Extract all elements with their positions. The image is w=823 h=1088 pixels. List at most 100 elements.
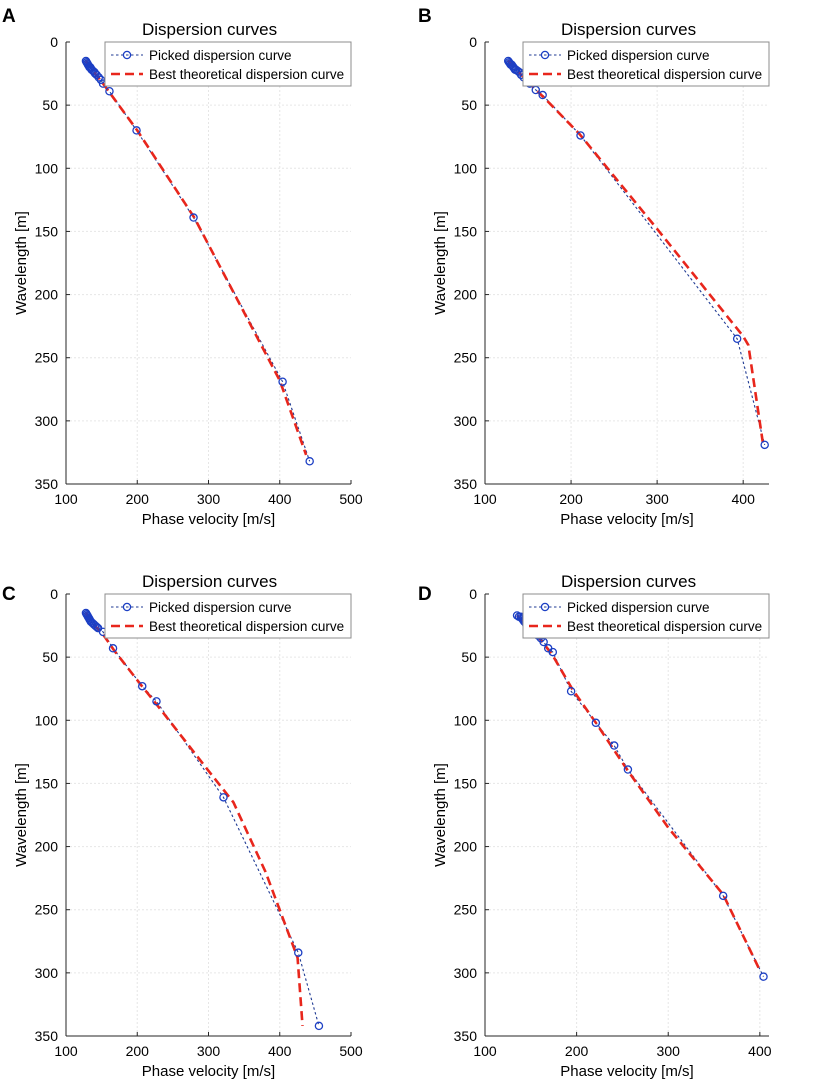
y-tick-label: 100 [35, 712, 59, 728]
picked-point [305, 457, 314, 466]
legend: Picked dispersion curve Best theoretical … [522, 41, 770, 87]
x-axis-label: Phase velocity [m/s] [142, 511, 275, 528]
picked-point [566, 686, 576, 696]
y-tick-label: 200 [454, 839, 478, 855]
picked-point [189, 213, 198, 222]
y-tick-label: 50 [461, 97, 477, 113]
legend-box [104, 593, 352, 639]
chart-title: Dispersion curves [142, 572, 277, 591]
x-tick-label: 500 [339, 491, 363, 507]
panel-letter: B [418, 6, 432, 27]
picked-point [548, 647, 558, 657]
x-axis-label: Phase velocity [m/s] [560, 1063, 693, 1080]
legend-picked-marker [540, 602, 550, 612]
legend-label-theoretical: Best theoretical dispersion curve [149, 619, 344, 634]
y-axis-label: Wavelength [m] [13, 763, 30, 867]
grid [66, 594, 351, 1036]
picked-point [105, 87, 114, 96]
legend-label-picked: Picked dispersion curve [149, 600, 292, 615]
y-tick-label: 0 [469, 586, 477, 602]
theoretical-dispersion-line [516, 614, 762, 971]
legend-label-theoretical: Best theoretical dispersion curve [149, 67, 344, 82]
legend-box [104, 41, 352, 87]
y-tick-label: 150 [35, 775, 59, 791]
grid [485, 594, 769, 1036]
x-tick-label: 100 [54, 491, 78, 507]
legend-picked-marker [540, 50, 550, 60]
legend: Picked dispersion curve Best theoretical … [522, 593, 770, 639]
legend-box [522, 593, 770, 639]
picked-point [92, 70, 101, 80]
y-tick-label: 250 [35, 350, 59, 366]
y-tick-label: 350 [454, 1028, 478, 1044]
x-tick-label: 200 [126, 491, 150, 507]
picked-point [759, 972, 768, 981]
x-tick-label: 400 [268, 1043, 292, 1059]
panel-letter: A [2, 6, 16, 27]
x-tick-label: 300 [197, 491, 221, 507]
y-axis-label: Wavelength [m] [432, 211, 449, 315]
y-tick-label: 200 [454, 287, 478, 303]
panel-letter: D [418, 584, 432, 605]
y-tick-label: 250 [454, 350, 478, 366]
picked-point [623, 765, 633, 774]
y-axis-label: Wavelength [m] [13, 211, 30, 315]
picked-points [81, 608, 324, 1031]
x-tick-label: 200 [126, 1043, 150, 1059]
x-tick-label: 100 [473, 1043, 497, 1059]
y-tick-label: 100 [454, 712, 478, 728]
y-tick-label: 350 [454, 476, 478, 492]
picked-dispersion-line [85, 60, 311, 462]
theoretical-dispersion-line [84, 60, 308, 456]
y-tick-label: 50 [42, 97, 58, 113]
picked-point [576, 131, 585, 140]
picked-point [732, 334, 742, 344]
x-axis-label: Phase velocity [m/s] [560, 511, 693, 528]
picked-dispersion-line [507, 60, 766, 445]
picked-point [137, 681, 147, 691]
legend-label-picked: Picked dispersion curve [149, 48, 292, 63]
theoretical-dispersion-line [507, 60, 765, 444]
x-tick-label: 200 [565, 1043, 589, 1059]
x-tick-label: 300 [645, 491, 669, 507]
panel-letter: C [2, 584, 16, 605]
theoretical-dispersion-line [84, 612, 304, 1026]
picked-point [108, 644, 118, 653]
x-tick-label: 100 [54, 1043, 78, 1059]
picked-point [538, 90, 547, 100]
y-tick-label: 100 [454, 160, 478, 176]
panel-d: D 100 200 300 400 0 50 100 150 200 250 300 350 Phase … [418, 572, 772, 1080]
y-tick-label: 0 [50, 586, 58, 602]
y-tick-label: 150 [454, 223, 478, 239]
picked-point [219, 793, 228, 802]
y-tick-label: 100 [35, 160, 59, 176]
picked-point [294, 948, 303, 957]
legend-picked-marker [122, 602, 132, 612]
y-tick-label: 0 [469, 34, 477, 50]
picked-point [591, 718, 601, 728]
picked-dispersion-line [516, 615, 764, 977]
picked-point [94, 73, 104, 82]
y-tick-label: 150 [35, 223, 59, 239]
picked-point [132, 126, 141, 135]
chart-title: Dispersion curves [561, 20, 696, 39]
x-tick-label: 300 [657, 1043, 681, 1059]
grid [485, 42, 769, 484]
x-tick-label: 400 [268, 491, 292, 507]
y-tick-label: 300 [35, 413, 59, 429]
y-tick-label: 300 [454, 965, 478, 981]
legend-label-picked: Picked dispersion curve [567, 600, 710, 615]
picked-point [278, 377, 287, 386]
picked-points [512, 611, 768, 981]
panel-b: B 100 200 300 400 0 50 100 150 200 250 300 350 Phase … [418, 6, 770, 528]
y-tick-label: 50 [461, 649, 477, 665]
legend-picked-marker [122, 50, 132, 60]
chart-title: Dispersion curves [142, 20, 277, 39]
picked-point [718, 891, 728, 901]
panel-c: C 100 200 300 400 500 0 50 100 150 200 250 300 350 Pha… [2, 572, 363, 1080]
legend-label-theoretical: Best theoretical dispersion curve [567, 67, 762, 82]
y-tick-label: 200 [35, 287, 59, 303]
y-tick-label: 350 [35, 1028, 59, 1044]
picked-points [81, 56, 314, 466]
